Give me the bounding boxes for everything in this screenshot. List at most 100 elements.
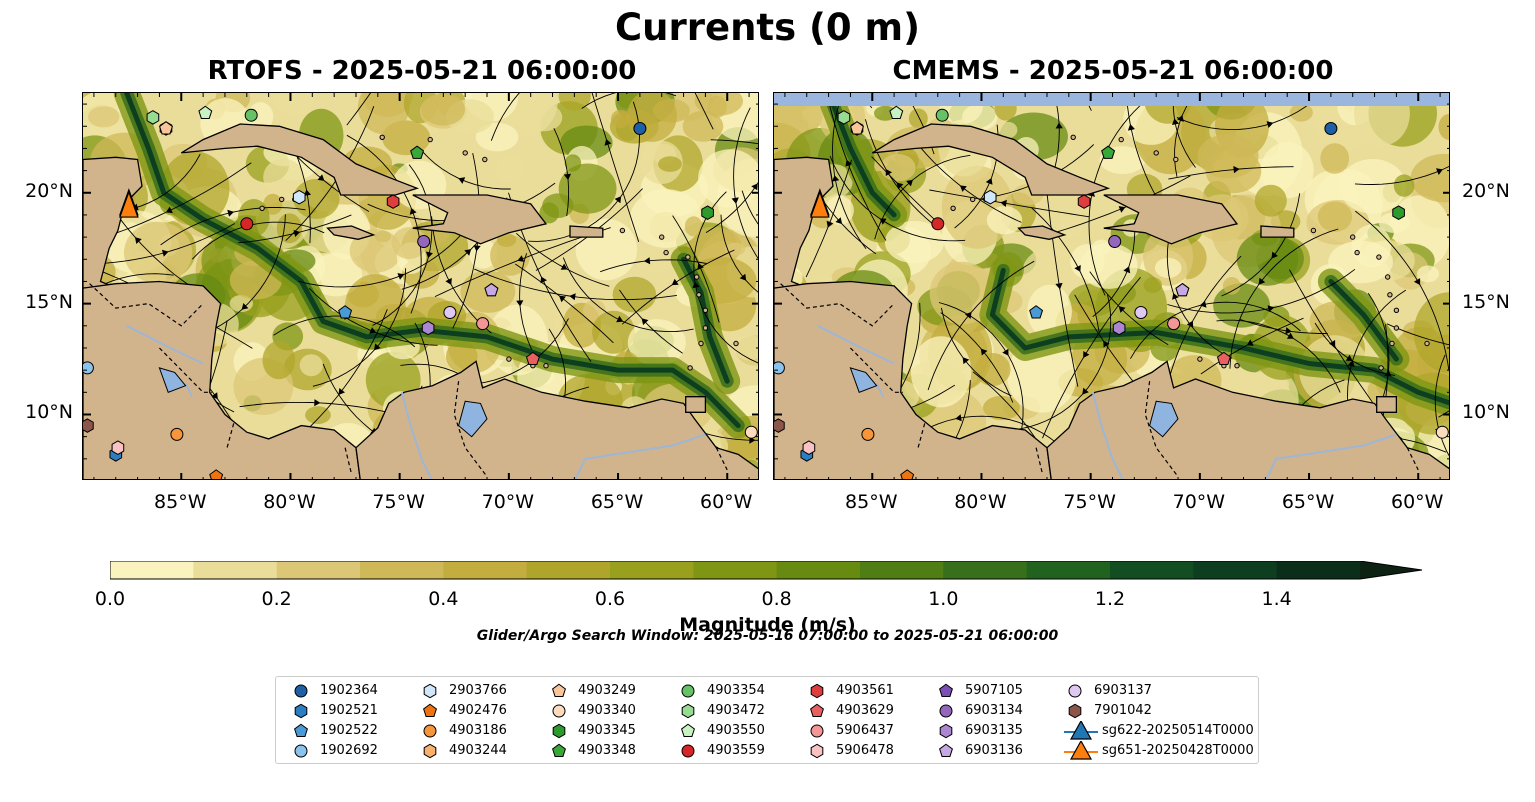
legend-marker-circle [294,744,308,758]
legend-marker-pentagon [552,743,566,757]
legend-item: 4903348 [548,741,636,760]
float-marker-2903766[interactable] [292,189,306,205]
cmems-map-title: CMEMS - 2025-05-21 06:00:00 [892,56,1334,86]
legend-marker-pentagon [681,723,695,737]
float-marker-1902522[interactable] [1029,305,1044,319]
float-marker-5906478[interactable] [111,440,125,455]
cmems-map-panel[interactable] [773,92,1450,480]
legend-item-label: 5906478 [836,743,894,758]
legend-item-label: 2903766 [449,683,507,698]
legend-item: 4903561 [806,681,894,700]
legend-marker-circle [681,684,695,698]
float-marker-1902522[interactable] [338,305,353,319]
float-marker-4903472[interactable] [146,110,160,125]
legend-item-label: 4903345 [578,723,636,738]
legend-marker-circle [810,724,824,738]
float-marker-4903629[interactable] [525,351,540,366]
float-marker-4903472[interactable] [837,110,851,125]
legend-marker-triangle [1069,721,1093,740]
lon-tick-label: 65°W [1281,491,1335,513]
legend-item-label: 1902521 [320,703,378,718]
float-marker-7901042[interactable] [774,418,785,433]
float-marker-4903550[interactable] [889,105,904,119]
float-marker-4903559[interactable] [240,217,254,231]
rtofs-map-panel[interactable] [82,92,759,480]
legend-item-label: 4903340 [578,703,636,718]
legend-marker-pentagon [552,683,566,697]
float-marker-1902364[interactable] [1324,122,1338,135]
float-marker-6903136[interactable] [484,282,499,297]
land-hispaniola [412,194,548,245]
land-cuba [180,123,420,196]
legend-marker-circle [939,704,953,718]
float-marker-4902476[interactable] [900,469,915,480]
float-marker-6903134[interactable] [1108,235,1122,248]
legend-item: 4903249 [548,681,636,700]
float-marker-7901042[interactable] [83,418,94,433]
float-marker-5906437[interactable] [476,317,490,331]
colorbar-tick-label: 1.2 [1094,588,1126,610]
float-marker-1902692[interactable] [774,361,785,375]
float-marker-4903340[interactable] [1435,425,1449,439]
legend-item: 1902692 [290,741,378,760]
legend-item: 1902521 [290,701,378,720]
float-marker-1902692[interactable] [83,361,94,375]
land-southam [355,360,758,479]
float-marker-6903134[interactable] [417,235,431,248]
glider-marker-sg651-20250428T0000[interactable] [119,190,139,218]
legend-marker-hexagon [1068,703,1082,719]
legend-item: 4903629 [806,701,894,720]
legend-item-label: 1902692 [320,743,378,758]
legend-item: 7901042 [1064,701,1152,720]
float-marker-6903137[interactable] [1134,306,1148,319]
legend-item: 6903137 [1064,681,1152,700]
float-marker-4903561[interactable] [1077,194,1091,209]
legend-marker-circle [423,724,437,738]
legend-item-label: 7901042 [1094,703,1152,718]
legend-item-label: 1902522 [320,723,378,738]
glider-marker-sg651-20250428T0000[interactable] [810,190,830,218]
float-marker-6903137[interactable] [443,306,457,319]
lon-tick-label: 75°W [372,491,425,513]
float-marker-4903354[interactable] [935,108,949,122]
legend-marker-hexagon [810,683,824,699]
legend-item: 4903340 [548,701,636,720]
float-marker-4903186[interactable] [861,427,875,441]
float-marker-4903561[interactable] [386,194,400,209]
float-marker-6903135[interactable] [1112,320,1126,336]
legend-item-label: 6903136 [965,743,1023,758]
float-marker-4903354[interactable] [244,108,258,122]
legend-item-label: 5906437 [836,723,894,738]
legend-marker-hexagon [681,703,695,719]
float-marker-4903348[interactable] [1101,145,1116,159]
float-marker-4902476[interactable] [209,469,224,480]
legend-item: 4903559 [677,741,765,760]
float-marker-4903348[interactable] [410,145,425,159]
float-marker-4903629[interactable] [1216,351,1231,366]
float-marker-4903340[interactable] [744,425,758,439]
float-marker-4903550[interactable] [198,105,213,119]
float-markers [83,105,758,480]
float-marker-6903135[interactable] [421,320,435,336]
float-marker-4903345[interactable] [1392,205,1405,220]
float-marker-4903559[interactable] [931,217,945,231]
float-marker-1902364[interactable] [633,122,647,135]
lake [1149,400,1179,438]
lon-tick-label: 85°W [154,491,207,513]
float-marker-2903766[interactable] [983,189,997,205]
legend-marker-circle [1068,684,1082,698]
float-marker-4903249[interactable] [850,121,864,135]
float-marker-5906478[interactable] [802,440,816,455]
float-marker-4903186[interactable] [170,427,184,441]
float-marker-6903136[interactable] [1175,282,1190,297]
borders-rivers [780,283,1419,479]
float-marker-5906437[interactable] [1167,317,1181,331]
frame-ticks [774,93,1449,479]
float-marker-4903345[interactable] [701,205,714,220]
colorbar [110,561,1423,580]
legend-marker-hexagon [810,743,824,759]
float-marker-4903249[interactable] [159,121,173,135]
no-data-band [774,93,1449,106]
colorbar-tick-label: 1.4 [1261,588,1292,610]
legend-item-label: 4903559 [707,743,765,758]
